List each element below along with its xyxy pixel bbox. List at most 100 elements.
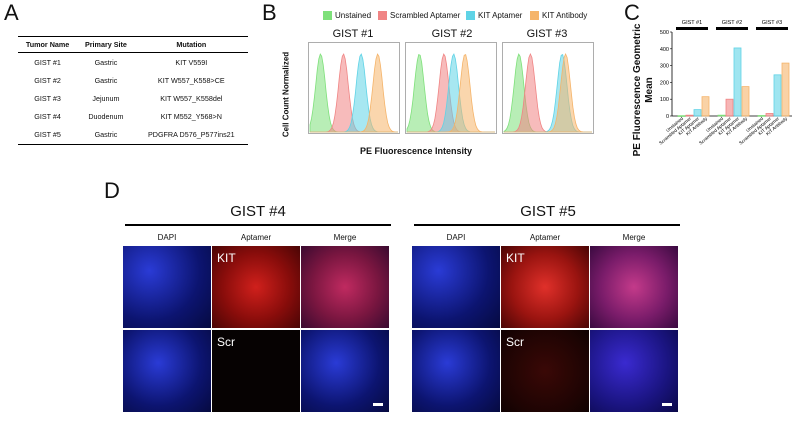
row-label-kit: KIT: [217, 251, 236, 265]
histogram-title-2: GIST #2: [431, 28, 473, 40]
gist-4-title: GIST #4: [230, 203, 286, 220]
table-header-row: Tumor Name Primary Site Mutation: [18, 36, 248, 53]
micrograph-dapi: [412, 246, 500, 328]
table-cell: Gastric: [94, 75, 118, 85]
table-cell: Duodenum: [88, 112, 124, 122]
legend-scrambled: Scrambled Aptamer: [378, 11, 460, 20]
y-tick-label: 500: [660, 30, 669, 36]
histogram-title-3: GIST #3: [526, 28, 568, 40]
table-header: Mutation: [134, 36, 248, 53]
kit-antibody-curve: [407, 54, 495, 133]
micrograph-aptamer: Scr: [501, 330, 589, 412]
table-cell: Gastric: [77, 125, 135, 145]
bar: [757, 115, 766, 117]
legend-label: Scrambled Aptamer: [390, 11, 461, 20]
col-head-merge: Merge: [622, 233, 646, 242]
micrograph-merge: [590, 246, 678, 328]
bar: [701, 96, 710, 117]
legend-swatch: [323, 11, 332, 20]
bar: [685, 114, 694, 117]
bar: [765, 113, 774, 117]
legend-swatch: [530, 11, 539, 20]
micrograph-merge: [301, 246, 389, 328]
histogram-gist-3: [502, 42, 594, 134]
y-tick-label: 0: [666, 114, 669, 120]
micrograph-merge: [301, 330, 389, 412]
histogram-ylabel: Cell Count Normalized: [281, 51, 291, 138]
bar: [717, 114, 726, 117]
micrograph-merge: [590, 330, 678, 412]
col-head-dapi: DAPI: [446, 233, 466, 242]
bar: [781, 62, 790, 117]
legend-kit-antibody: KIT Antibody: [530, 11, 587, 20]
table-cell: KIT M552_Y568>N: [160, 112, 222, 122]
micrograph-dapi: [123, 330, 211, 412]
kit-antibody-curve: [504, 52, 592, 133]
table-cell: GIST #5: [18, 125, 78, 145]
panel-letter-b: B: [262, 0, 277, 25]
table-cell: KIT V559I: [175, 57, 208, 67]
micrograph-aptamer: Scr: [212, 330, 300, 412]
kit-antibody-curve: [310, 53, 398, 133]
legend-label: Unstained: [335, 11, 372, 20]
table-row: GIST #2 Gastric KIT W557_K558>CE: [18, 71, 248, 89]
legend-swatch: [378, 11, 387, 20]
bar: [677, 115, 686, 117]
histogram-frame: [308, 42, 400, 134]
legend-unstained: Unstained: [323, 11, 371, 20]
table-cell: GIST #2: [34, 75, 61, 85]
legend-kit-aptamer: KIT Aptamer: [466, 11, 522, 20]
group-label: GIST #2: [722, 20, 742, 26]
table-row: GIST #5 Gastric PDGFRA D576_P577ins21: [18, 125, 248, 145]
group-label: GIST #3: [762, 20, 782, 26]
row-label-kit: KIT: [506, 251, 525, 265]
tumor-table: Tumor Name Primary Site Mutation GIST #1…: [18, 36, 248, 145]
col-head-aptamer: Aptamer: [240, 233, 272, 242]
bar: [693, 109, 702, 117]
group-bracket: [716, 27, 748, 30]
bar: [741, 86, 750, 117]
histogram-frame: [502, 42, 594, 134]
table-cell: GIST #3: [34, 93, 61, 103]
table-header: Tumor Name: [18, 36, 78, 53]
legend-label: KIT Antibody: [542, 11, 588, 20]
histogram-gist-2: [405, 42, 497, 134]
gist-5-title: GIST #5: [520, 203, 576, 220]
row-label-scr: Scr: [217, 335, 235, 349]
histogram-title-1: GIST #1: [332, 28, 374, 40]
col-head-dapi: DAPI: [157, 233, 177, 242]
micrograph-dapi: [412, 330, 500, 412]
panel-letter-a: A: [4, 0, 19, 25]
y-tick-label: 100: [660, 97, 669, 103]
micrograph-aptamer: KIT: [212, 246, 300, 328]
group-bracket: [756, 27, 788, 30]
bar: [733, 47, 742, 117]
table-row: GIST #3 Jejunum KIT W557_K558del: [18, 89, 248, 107]
table-header: Primary Site: [77, 36, 135, 53]
table-row: GIST #1 Gastric KIT V559I: [18, 53, 248, 72]
col-head-merge: Merge: [333, 233, 357, 242]
histogram-xlabel: PE Fluorescence Intensity: [360, 146, 473, 156]
scale-bar: [662, 403, 672, 406]
table-cell: Jejunum: [92, 93, 120, 103]
bar: [773, 74, 782, 117]
unstained-curve: [503, 53, 592, 133]
table-cell: KIT W557_K558del: [160, 93, 223, 103]
micrograph-dapi: [123, 246, 211, 328]
micrograph-aptamer: KIT: [501, 246, 589, 328]
table-cell: GIST #4: [34, 112, 61, 122]
histogram-gist-1: [308, 42, 400, 134]
panel-letter-c: C: [624, 0, 640, 25]
table-cell: GIST #1: [34, 57, 61, 67]
row-label-scr: Scr: [506, 335, 524, 349]
legend-swatch: [466, 11, 475, 20]
table-cell: PDGFRA D576_P577ins21: [134, 125, 248, 145]
y-tick-label: 300: [660, 64, 669, 70]
scale-bar: [373, 403, 383, 406]
bar: [725, 98, 734, 117]
gist-4-rule: [125, 224, 391, 226]
y-tick-label: 400: [660, 47, 669, 53]
gist-5-rule: [414, 224, 680, 226]
col-head-aptamer: Aptamer: [529, 233, 561, 242]
legend-label: KIT Aptamer: [478, 11, 523, 20]
